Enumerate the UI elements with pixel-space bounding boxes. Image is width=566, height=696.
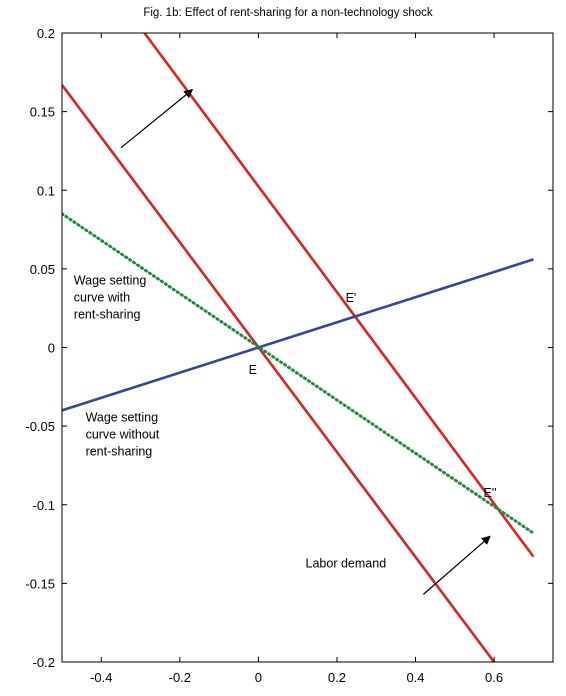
y-tick-label: 0.2 — [37, 26, 55, 41]
annotation-line: curve without — [86, 427, 160, 441]
x-tick-label: 0.6 — [485, 670, 503, 685]
arrow-shift-lower — [422, 535, 491, 595]
annotation-line: rent-sharing — [74, 308, 141, 322]
series-line-wage-setting-without-rent-sharing — [62, 212, 535, 535]
x-tick-label: 0.2 — [328, 670, 346, 685]
annotation-label-wage-with: Wage setting curve with rent-sharing — [74, 274, 147, 322]
series-line-labor-demand-shifted — [143, 33, 535, 558]
annotation-label-wage-without: Wage setting curve without rent-sharing — [86, 410, 160, 458]
y-tick-label: -0.05 — [25, 419, 55, 434]
arrow-shift-upper — [120, 89, 194, 149]
series-line-labor-demand-initial — [62, 84, 496, 662]
annotation-line: E'' — [483, 486, 496, 500]
annotation-point-E-double-prime: E'' — [483, 486, 496, 500]
annotation-line: E' — [346, 291, 357, 305]
y-tick-label: -0.15 — [25, 576, 55, 591]
x-tick-label: -0.2 — [169, 670, 191, 685]
x-tick-label: -0.4 — [90, 670, 112, 685]
plot-area: -0.4 -0.2 0 0.2 0.4 0.6 -0.2 -0.15 -0.1 -0.05 0 0.0… — [25, 26, 554, 685]
x-tick-label: 0 — [255, 670, 262, 685]
annotation-line: rent-sharing — [86, 444, 153, 458]
y-tick-label: 0.05 — [30, 262, 55, 277]
y-tick-label: 0 — [48, 341, 55, 356]
annotation-point-E: E — [249, 363, 257, 377]
annotation-line: curve with — [74, 291, 130, 305]
series-line-wage-setting-with-rent-sharing — [62, 258, 534, 412]
y-tick-label: 0.15 — [30, 105, 55, 120]
annotation-line: Wage setting — [74, 274, 147, 288]
y-tick-label: -0.1 — [33, 498, 55, 513]
annotation-point-E-prime: E' — [346, 291, 357, 305]
annotation-line: E — [249, 363, 257, 377]
series-group — [62, 33, 535, 662]
annotation-label-labor-demand: Labor demand — [306, 557, 387, 571]
y-tick-label: 0.1 — [37, 183, 55, 198]
chart-title: Fig. 1b: Effect of rent-sharing for a no… — [143, 7, 433, 19]
annotation-line: Labor demand — [306, 557, 387, 571]
annotation-line: Wage setting — [86, 410, 159, 424]
y-tick-label: -0.2 — [33, 655, 55, 670]
x-tick-label: 0.4 — [406, 670, 424, 685]
